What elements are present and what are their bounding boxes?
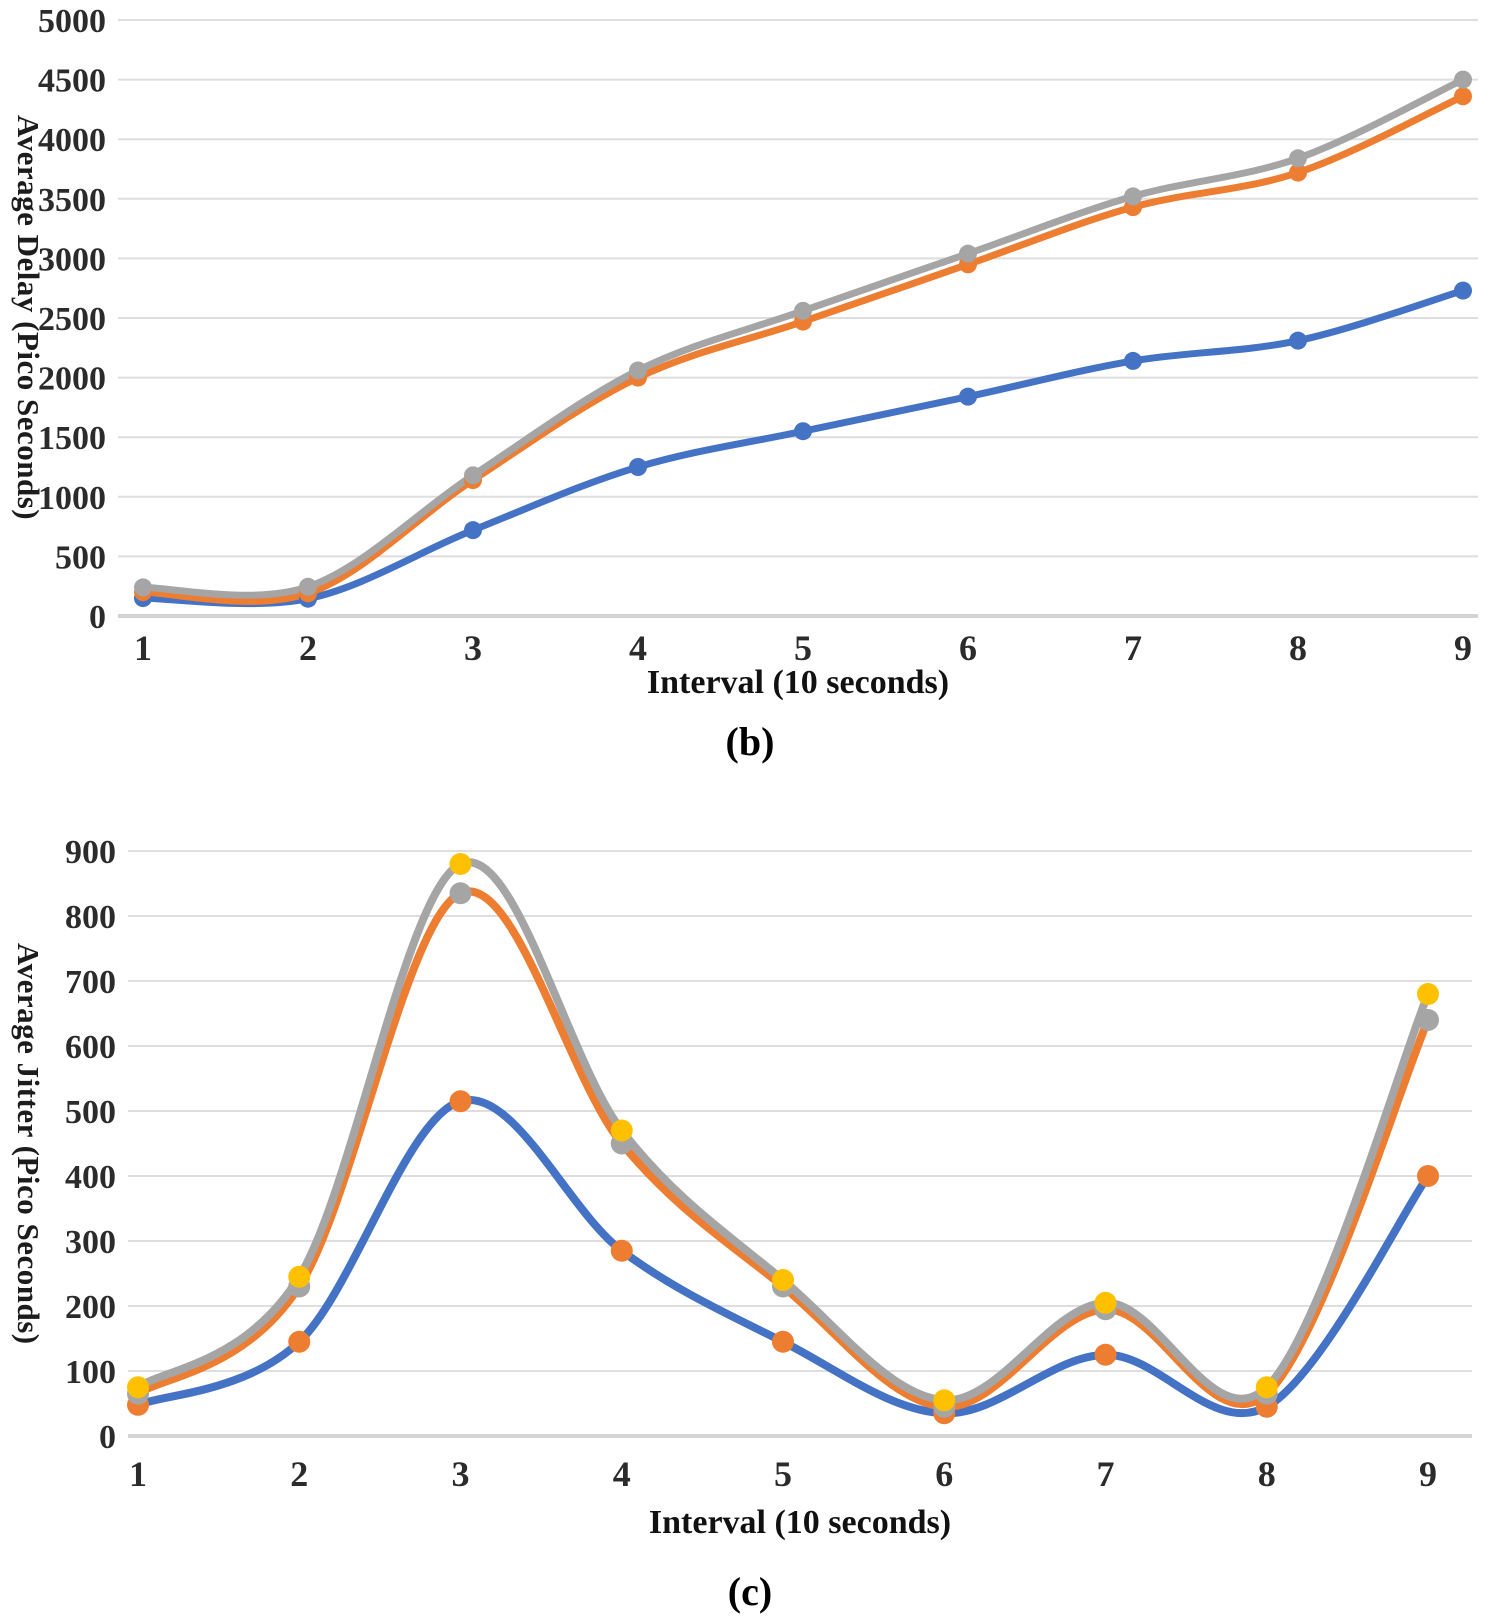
chart-b-orange-series-marker <box>1454 87 1472 106</box>
chart-c-gray-series-marker <box>933 1389 956 1412</box>
chart-b-y-tick-label: 0 <box>89 599 106 636</box>
chart-b-blue-series-marker <box>629 458 647 476</box>
chart-c-x-tick-label: 3 <box>452 1454 470 1494</box>
chart-b-x-tick-label: 3 <box>464 628 482 668</box>
chart-b-gray-series-marker <box>134 578 152 597</box>
chart-c-blue-series-marker <box>288 1330 311 1353</box>
chart-c-gray-series-marker <box>610 1119 633 1142</box>
chart-c-gray-series-marker <box>1094 1291 1117 1314</box>
chart-c-blue-series-line <box>134 1096 1432 1418</box>
chart-c-caption: (c) <box>727 1569 773 1614</box>
chart-b-blue-series-marker <box>464 521 482 540</box>
chart-b-x-tick-label: 1 <box>134 628 152 668</box>
chart-b-y-tick-label: 5000 <box>38 3 106 40</box>
chart-b-y-tick-label: 4000 <box>38 122 106 159</box>
chart-b-y-tick-label: 1000 <box>38 480 106 517</box>
chart-c-gray-series-marker <box>127 1376 149 1399</box>
chart-c-x-tick-label: 1 <box>129 1454 147 1494</box>
chart-c-y-tick-label: 700 <box>65 964 116 1001</box>
chart-c-orange-series-marker <box>1417 1009 1439 1031</box>
chart-c-gray-series-marker <box>449 853 472 875</box>
chart-c-gray-series-marker <box>288 1265 311 1288</box>
chart-b-gray-series-marker <box>299 577 317 596</box>
chart-b-blue-series-marker <box>1454 281 1472 300</box>
chart-b-caption: (b) <box>725 719 775 764</box>
chart-b-y-tick-label: 3500 <box>38 182 106 219</box>
chart-b-x-tick-label: 5 <box>794 628 812 668</box>
chart-b-y-tick-label: 3000 <box>38 241 106 278</box>
chart-c-blue-series-marker <box>1094 1343 1117 1366</box>
chart-b-gray-series-marker <box>959 244 977 263</box>
chart-b-x-tick-label: 7 <box>1124 628 1142 668</box>
chart-c-y-tick-label: 400 <box>65 1159 116 1196</box>
chart-c-gray-series-line <box>134 858 1432 1405</box>
chart-c-x-tick-label: 4 <box>613 1454 631 1494</box>
chart-c-x-tick-label: 5 <box>774 1454 792 1494</box>
chart-b-x-axis-title: Interval (10 seconds) <box>646 664 950 701</box>
chart-b-x-tick-label: 4 <box>629 628 647 668</box>
chart-c-y-tick-label: 800 <box>65 899 116 936</box>
chart-c-blue-series-marker <box>1417 1165 1439 1187</box>
chart-b-blue-series-marker <box>959 387 977 406</box>
chart-b-gray-series-marker <box>1289 149 1307 168</box>
chart-b-x-tick-label: 6 <box>959 628 977 668</box>
chart-c-orange-series-line <box>134 887 1432 1411</box>
chart-b-y-tick-label: 2000 <box>38 361 106 398</box>
chart-c-x-tick-label: 7 <box>1097 1454 1115 1494</box>
chart-b-gray-series-marker <box>794 301 812 320</box>
chart-b-y-tick-label: 500 <box>55 539 106 576</box>
chart-b-y-tick-label: 4500 <box>38 63 106 100</box>
chart-b-blue-series-marker <box>794 422 812 441</box>
chart-b-x-tick-label: 9 <box>1454 628 1472 668</box>
chart-c-x-axis-title: Interval (10 seconds) <box>648 1504 952 1541</box>
chart-c-blue-series-marker <box>449 1090 472 1113</box>
chart-c-x-tick-label: 2 <box>290 1454 308 1494</box>
chart-b-y-axis-title: Average Delay (Pico Seconds) <box>11 115 46 521</box>
chart-c-y-tick-label: 100 <box>65 1354 116 1391</box>
chart-c-y-tick-label: 300 <box>65 1224 116 1261</box>
chart-c-x-tick-label: 8 <box>1258 1454 1276 1494</box>
chart-c-y-axis-title: Average Jitter (Pico Seconds) <box>11 942 46 1345</box>
chart-c-gray-series-marker <box>1255 1376 1278 1399</box>
chart-b-y-tick-label: 1500 <box>38 420 106 457</box>
chart-b-gray-series-marker <box>1124 187 1142 206</box>
chart-c-gray-series-marker <box>772 1269 794 1291</box>
chart-c-x-tick-label: 6 <box>935 1454 953 1494</box>
chart-b-x-tick-label: 2 <box>299 628 317 668</box>
chart-c-blue-series-marker <box>610 1239 633 1262</box>
chart-b-gray-series-line <box>139 76 1467 599</box>
chart-b-x-tick-label: 8 <box>1289 628 1307 668</box>
chart-c-gray-series-marker <box>1417 983 1439 1005</box>
chart-b-gray-series-marker <box>629 361 647 380</box>
chart-c-y-tick-label: 600 <box>65 1029 116 1066</box>
chart-b-gray-series-marker <box>1454 70 1472 89</box>
chart-b-blue-series-marker <box>1124 351 1142 370</box>
chart-b-orange-series-marker <box>1289 163 1307 182</box>
chart-b-gray-series-marker <box>464 466 482 485</box>
chart-b-y-tick-label: 2500 <box>38 301 106 338</box>
chart-c-y-tick-label: 900 <box>65 834 116 871</box>
chart-c-y-tick-label: 500 <box>65 1094 116 1131</box>
chart-c-orange-series-marker <box>449 882 472 905</box>
chart-c-y-tick-label: 200 <box>65 1289 116 1326</box>
chart-b-blue-series-marker <box>1289 331 1307 350</box>
chart-c-y-tick-label: 0 <box>99 1419 116 1456</box>
chart-c-blue-series-marker <box>772 1330 794 1353</box>
chart-c-x-tick-label: 9 <box>1419 1454 1437 1494</box>
